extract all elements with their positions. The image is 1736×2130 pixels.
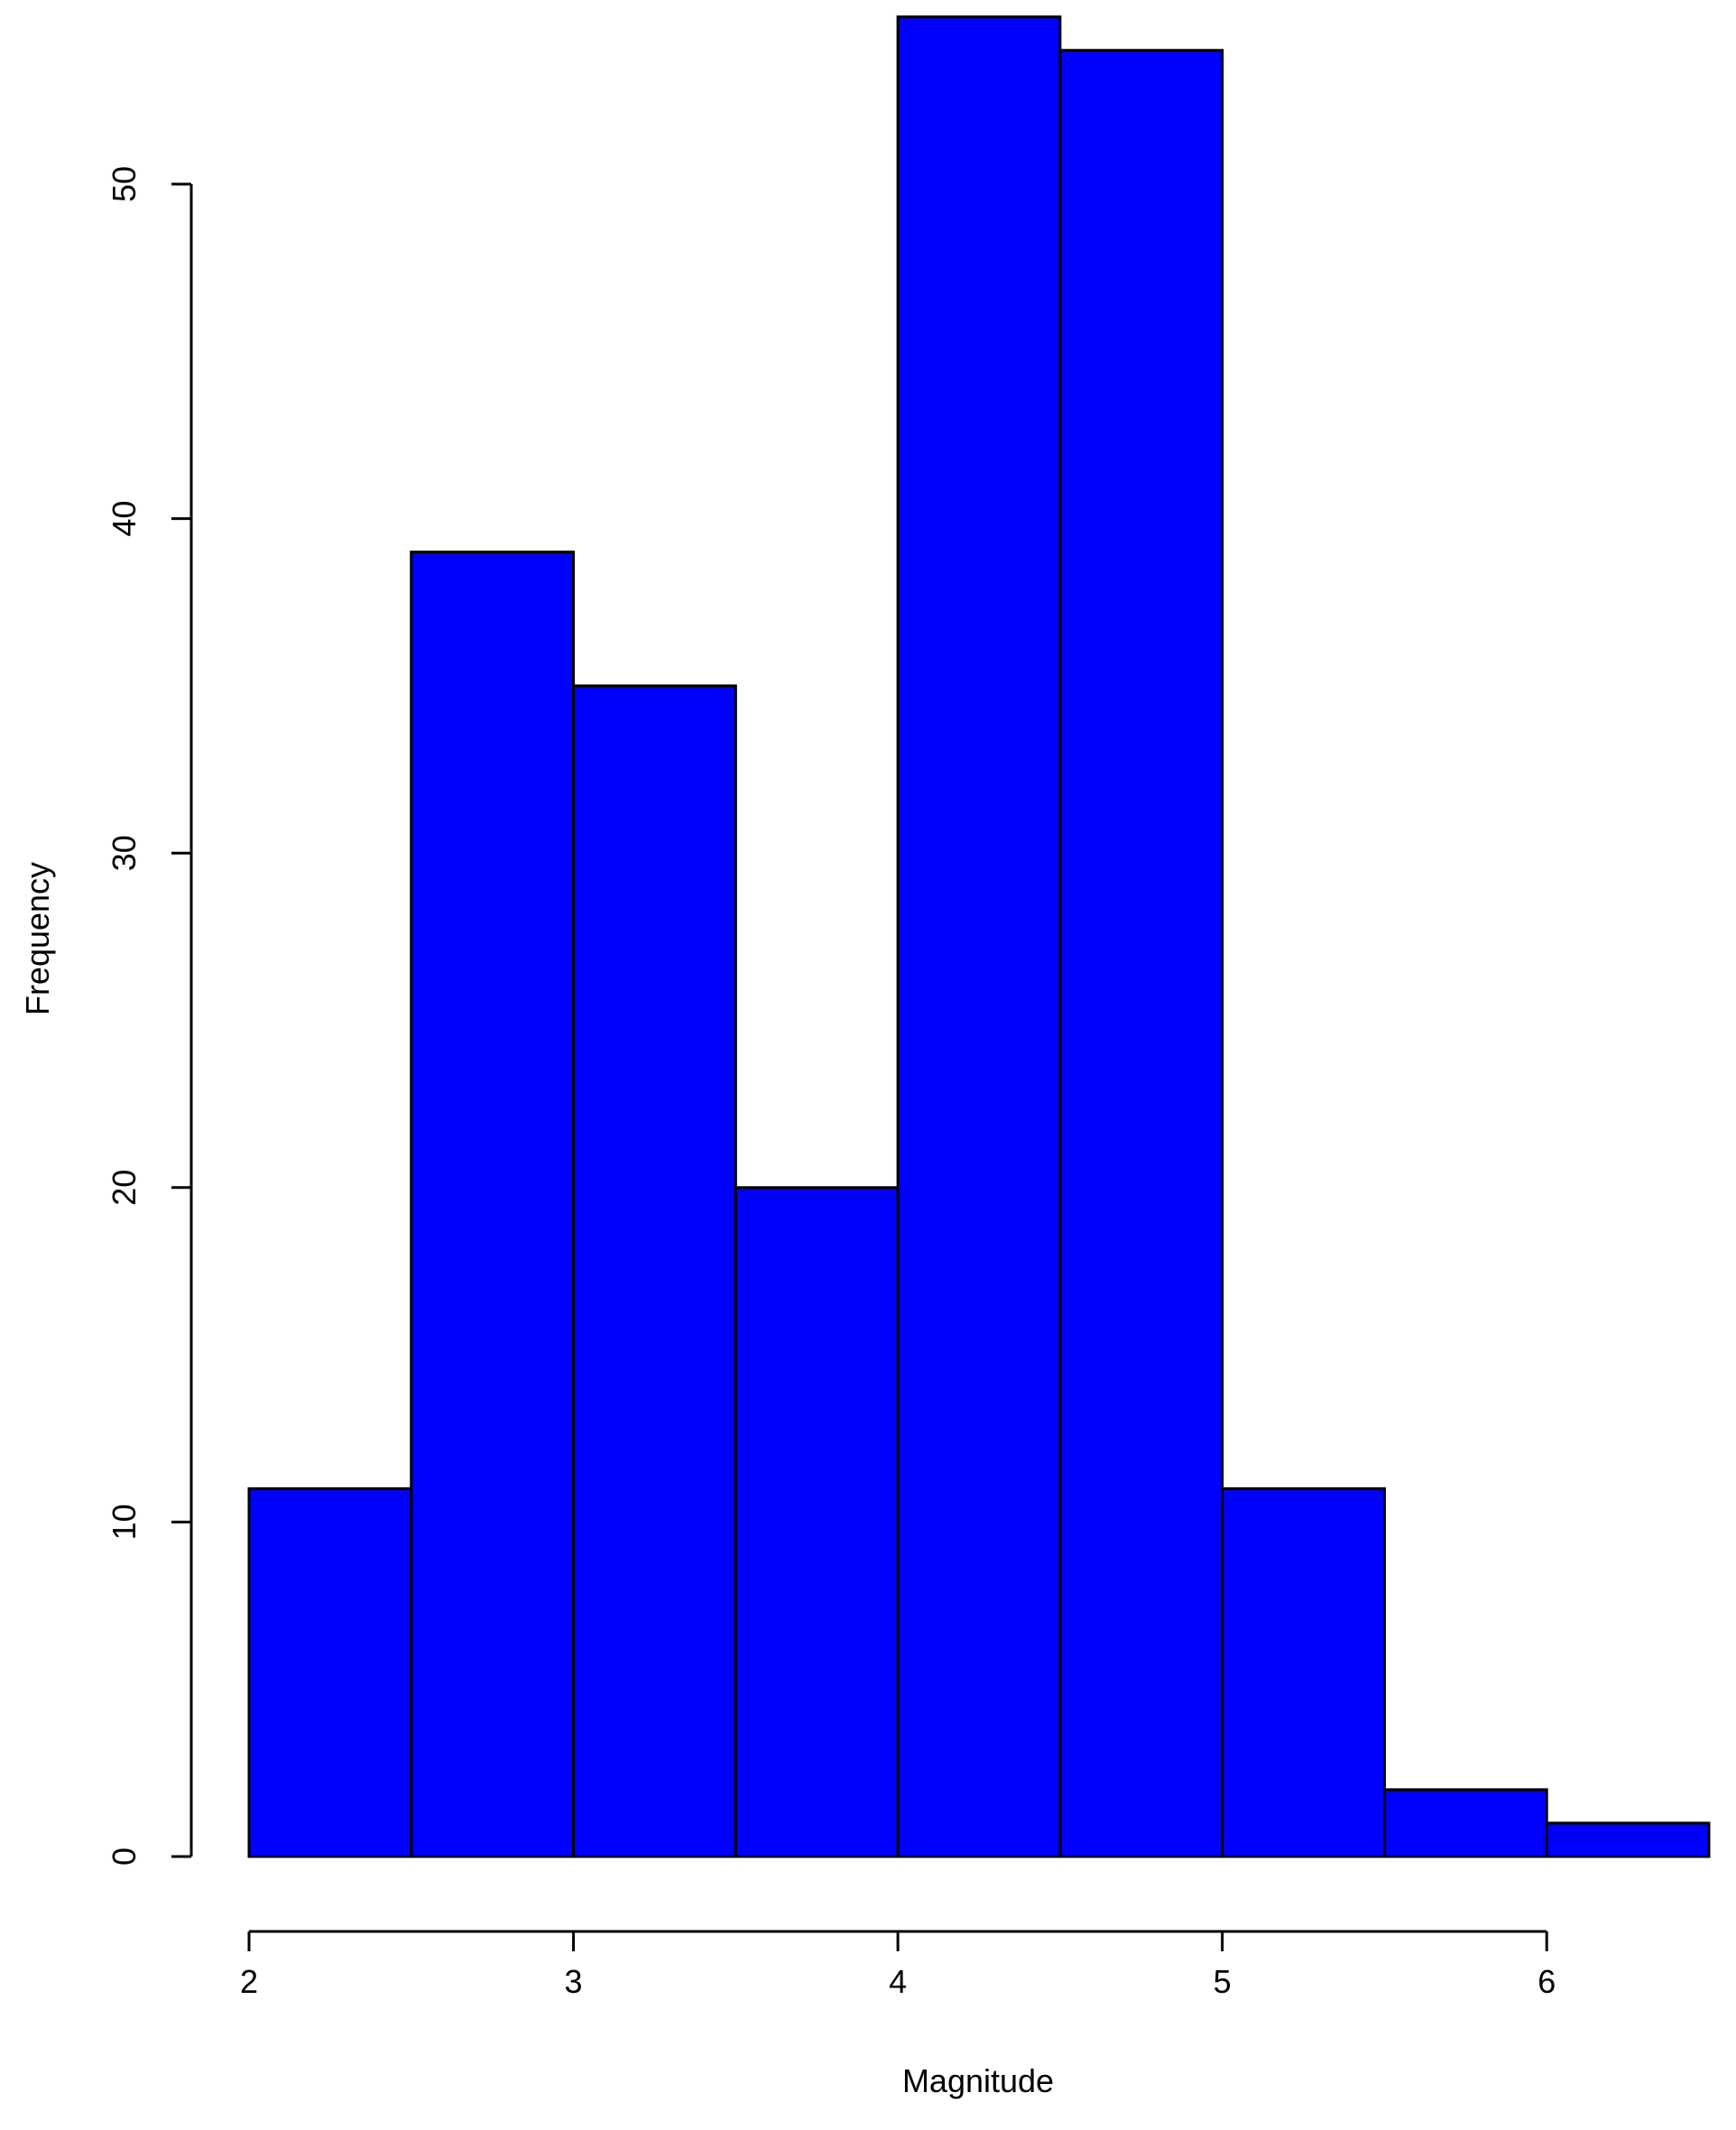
histogram-bar (734, 1186, 900, 1858)
histogram-bar (1545, 1821, 1711, 1858)
x-tick-label: 5 (1214, 1963, 1232, 2000)
histogram-bar (572, 684, 737, 1858)
histogram-bar (1058, 49, 1224, 1858)
y-tick-label: 20 (106, 1170, 143, 1206)
x-axis-label: Magnitude (902, 2062, 1054, 2099)
x-tick-label: 4 (889, 1963, 907, 2000)
x-tick-label: 2 (240, 1963, 258, 2000)
y-axis: 0 10 20 30 40 50 (106, 166, 193, 1866)
histogram-bar (1382, 1788, 1548, 1858)
histogram-bar (247, 1486, 413, 1858)
y-tick-label: 10 (106, 1504, 143, 1540)
y-tick-label: 40 (106, 501, 143, 537)
histogram-bar (410, 551, 576, 1858)
y-tick-label: 50 (106, 166, 143, 202)
x-tick-label: 6 (1537, 1963, 1556, 2000)
x-tick-label: 3 (565, 1963, 583, 2000)
histogram-bar (896, 15, 1062, 1858)
x-axis: 2 3 4 5 6 (240, 1930, 1556, 2000)
bars-layer (247, 15, 1711, 1858)
y-tick-label: 30 (106, 835, 143, 871)
histogram-bar (1221, 1486, 1386, 1858)
y-axis-label: Frequency (19, 862, 56, 1015)
y-tick-label: 0 (106, 1848, 143, 1866)
